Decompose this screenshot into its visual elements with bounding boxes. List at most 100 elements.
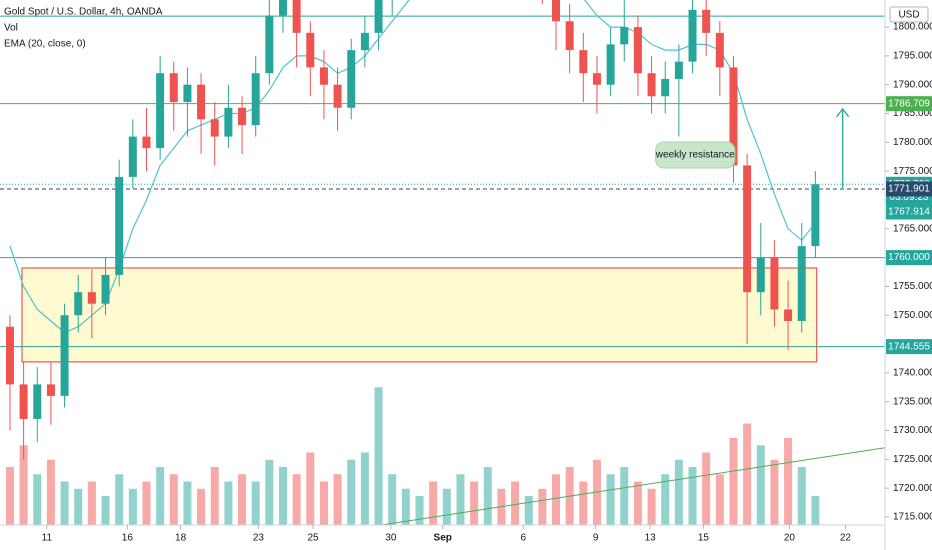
candle-body <box>374 0 383 33</box>
candle-body <box>115 176 124 275</box>
level-label-box <box>886 250 932 266</box>
volume-bar <box>483 467 492 525</box>
x-tick-label: 18 <box>175 533 187 544</box>
volume-bar <box>729 438 738 525</box>
volume-bar <box>347 459 356 525</box>
volume-bar <box>251 481 260 525</box>
volume-bar <box>74 488 83 525</box>
support-zone <box>21 267 818 363</box>
volume-bar <box>401 488 410 525</box>
level-label-box <box>886 204 932 220</box>
candle-body <box>579 50 588 74</box>
volume-bar <box>620 467 629 525</box>
y-tick-label: 1780.000 <box>893 137 932 148</box>
candle-body <box>565 21 574 51</box>
level-label: 1744.555 <box>888 341 930 352</box>
y-tick-label: 1750.000 <box>893 310 932 321</box>
candle-body <box>19 384 28 419</box>
candle-body <box>633 27 642 74</box>
level-label-box <box>886 96 932 112</box>
candle-body <box>756 257 765 293</box>
volume-bar <box>374 387 383 525</box>
y-tick-label: 1790.000 <box>893 79 932 90</box>
x-tick-label: 13 <box>645 533 657 544</box>
volume-bar <box>183 481 192 525</box>
candle-body <box>156 73 165 149</box>
volume-label: Vol <box>4 23 18 34</box>
candle-body <box>715 32 724 68</box>
y-tick-label: 1775.000 <box>893 166 932 177</box>
x-tick-label: 20 <box>784 533 796 544</box>
volume-bar <box>606 474 615 525</box>
volume-bar <box>511 481 520 525</box>
candle-body <box>87 292 96 304</box>
volume-bar <box>169 474 178 525</box>
candle-body <box>347 50 356 108</box>
candle-body <box>46 384 55 396</box>
volume-bar <box>5 467 14 525</box>
candle-body <box>292 0 301 33</box>
y-tick-label: 1740.000 <box>893 368 932 379</box>
y-tick-label: 1755.000 <box>893 281 932 292</box>
y-tick-label: 1720.000 <box>893 483 932 494</box>
volume-bar <box>238 474 247 525</box>
x-tick-label: 22 <box>840 533 852 544</box>
volume-bar <box>784 438 793 525</box>
candle-body <box>606 44 615 85</box>
y-tick-label: 1765.000 <box>893 223 932 234</box>
volume-bar <box>756 445 765 525</box>
candle-body <box>142 136 151 149</box>
volume-bar <box>197 488 206 525</box>
candle-body <box>224 107 233 137</box>
level-label: 1767.914 <box>888 207 930 218</box>
plot-area: weekly resistance <box>0 0 885 525</box>
level-label-box <box>886 181 932 197</box>
volume-bar <box>388 474 397 525</box>
x-tick-label: 9 <box>593 533 599 544</box>
currency-label: USD <box>898 10 919 21</box>
volume-bar <box>33 474 42 525</box>
x-tick-label: 15 <box>698 533 710 544</box>
candle-body <box>552 0 561 22</box>
volume-bar <box>60 481 69 525</box>
candle-body <box>360 32 369 51</box>
arrow-head <box>836 107 850 118</box>
candle-body <box>784 309 793 321</box>
level-label: 1786.709 <box>888 98 930 109</box>
candle-body <box>661 78 670 97</box>
volume-bar <box>415 496 424 525</box>
volume-bar <box>442 488 451 525</box>
candle-body <box>743 165 752 293</box>
volume-bar <box>142 481 151 525</box>
candle-body <box>238 107 247 126</box>
volume-bar <box>210 467 219 525</box>
candle-body <box>60 315 69 396</box>
volume-bar <box>101 496 110 525</box>
volume-bar <box>743 423 752 525</box>
candle-body <box>688 9 697 62</box>
level-label: 1771.901 <box>888 184 930 195</box>
volume-bar <box>224 481 233 525</box>
candle-body <box>702 9 711 33</box>
x-tick-label: Sep <box>434 533 452 544</box>
candle-body <box>5 326 14 385</box>
y-tick-label: 1785.000 <box>893 108 932 119</box>
indicator-label: EMA (20, close, 0) <box>4 39 86 50</box>
countdown-label: 03:09:23 <box>890 192 929 203</box>
volume-bar <box>456 474 465 525</box>
candle-body <box>128 136 137 177</box>
level-label-box <box>886 339 932 355</box>
candle-body <box>33 384 42 419</box>
x-tick-label: 25 <box>307 533 319 544</box>
y-tick-label: 1725.000 <box>893 454 932 465</box>
volume-bar <box>538 488 547 525</box>
candle-body <box>729 67 738 166</box>
y-tick-label: 1715.000 <box>893 512 932 523</box>
volume-bar <box>524 496 533 525</box>
ema-line <box>9 0 816 334</box>
volume-bar <box>19 445 28 525</box>
candle-body <box>210 119 219 137</box>
volume-bar <box>470 481 479 525</box>
volume-bar <box>360 452 369 525</box>
volume-bar <box>333 474 342 525</box>
